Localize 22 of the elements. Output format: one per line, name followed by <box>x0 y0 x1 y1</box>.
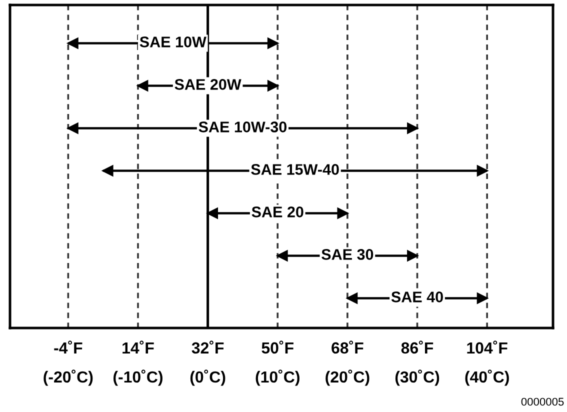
x-tick-label: 32˚F <box>192 340 224 354</box>
y-tick-label: SAE 30 <box>322 249 374 260</box>
x2-tick-label: (40˚C) <box>465 370 509 386</box>
y-tick-label: SAE 10W <box>140 36 206 48</box>
x2-tick-label: (30˚C) <box>395 370 440 386</box>
x-tick-label: 14˚F <box>122 340 154 354</box>
x-tick-label: 104˚F <box>467 340 508 354</box>
y-tick-label: SAE 15W-40 <box>251 164 339 175</box>
x2-tick-label: (-10˚C) <box>113 370 162 386</box>
x-tick-label: 50˚F <box>262 340 294 354</box>
x2-tick-label: (0˚C) <box>190 370 226 386</box>
x2-tick-label: (10˚C) <box>256 370 300 386</box>
y-tick-label: SAE 10W-30 <box>198 122 287 132</box>
x-tick-label: 86˚F <box>401 340 434 354</box>
y-tick-label: SAE 20 <box>252 206 304 218</box>
y-tick-label: SAE 20W <box>174 79 242 90</box>
x2-tick-label: (20˚C) <box>326 370 370 386</box>
x-tick-label: -4˚F <box>54 340 82 354</box>
x-tick-label: 68˚F <box>332 340 364 354</box>
text: 0000005 <box>521 398 564 406</box>
x2-tick-label: (-20˚C) <box>44 370 93 386</box>
y-tick-label: SAE 40 <box>391 292 443 302</box>
